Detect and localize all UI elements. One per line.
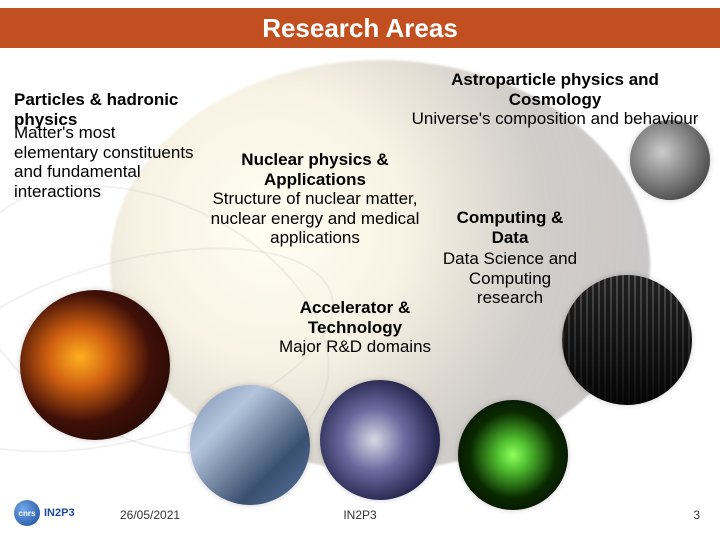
- content-layer: Particles & hadronic physics Matter's mo…: [0, 0, 720, 540]
- topic-desc: Data Science and Computing research: [440, 249, 580, 308]
- topic-particles: Particles & hadronic physics Matter's mo…: [14, 90, 194, 201]
- topic-astroparticle: Astroparticle physics and Cosmology Univ…: [410, 70, 700, 129]
- topic-title: Astroparticle physics and Cosmology: [410, 70, 700, 109]
- topic-title: Computing & Data: [440, 208, 580, 247]
- topic-accelerator: Accelerator & Technology Major R&D domai…: [260, 298, 450, 357]
- topic-desc: Universe's composition and behaviour: [410, 109, 700, 129]
- topic-desc: Structure of nuclear matter, nuclear ene…: [200, 189, 430, 248]
- topic-computing: Computing & Data Data Science and Comput…: [440, 208, 580, 308]
- topic-desc: Matter's most elementary constituents an…: [14, 123, 194, 201]
- topic-desc: Major R&D domains: [260, 337, 450, 357]
- topic-nuclear: Nuclear physics & Applications Structure…: [200, 150, 430, 248]
- topic-title: Accelerator & Technology: [260, 298, 450, 337]
- topic-title: Nuclear physics & Applications: [200, 150, 430, 189]
